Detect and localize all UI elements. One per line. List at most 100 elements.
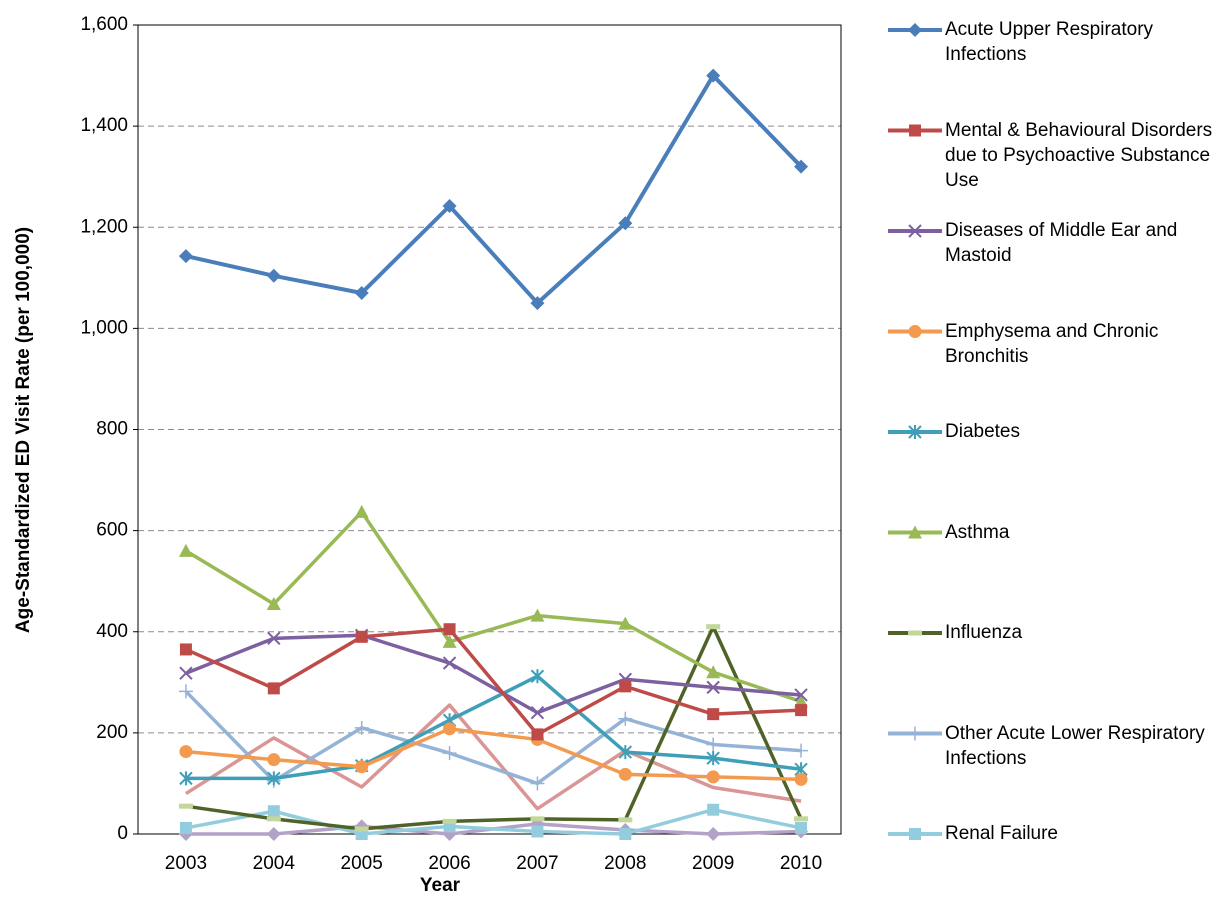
x-tick-label: 2005 [341, 853, 383, 874]
series [178, 68, 809, 311]
series [185, 703, 802, 811]
x-tick-label: 2006 [428, 853, 470, 874]
x-tick-label: 2004 [253, 853, 296, 874]
marker [706, 68, 721, 83]
y-tick-label: 1,400 [80, 115, 128, 136]
marker [706, 737, 721, 752]
series [178, 624, 809, 832]
line [185, 73, 803, 306]
x-tick-label: 2007 [516, 853, 558, 874]
marker [707, 708, 720, 721]
marker [355, 630, 368, 643]
marker [179, 666, 193, 680]
line [185, 807, 802, 836]
line [185, 703, 802, 811]
marker [794, 688, 808, 702]
marker [530, 669, 545, 684]
marker [530, 296, 545, 311]
marker [179, 745, 193, 759]
marker [706, 680, 720, 695]
marker [267, 631, 281, 646]
marker [266, 596, 281, 610]
line [185, 624, 803, 831]
marker [354, 504, 369, 518]
marker [618, 711, 633, 726]
x-tick-label: 2008 [604, 853, 646, 874]
marker [442, 199, 457, 214]
marker [908, 23, 922, 37]
marker [530, 608, 545, 622]
series [178, 684, 809, 791]
marker [442, 746, 457, 761]
marker [908, 726, 922, 741]
legend-label: Diseases of Middle Ear and Mastoid [945, 220, 1178, 266]
series [179, 669, 808, 786]
y-tick-label: 0 [117, 823, 128, 844]
series [179, 803, 808, 840]
legend-label: Asthma [945, 521, 1010, 543]
marker [706, 665, 721, 679]
marker [795, 704, 808, 717]
x-tick-label: 2009 [692, 853, 734, 874]
marker [706, 624, 721, 630]
marker [908, 525, 922, 539]
marker [443, 623, 456, 636]
legend-label: Other Acute Lower Respiratory Infections [945, 722, 1205, 769]
marker [706, 827, 721, 841]
y-tick-label: 600 [96, 520, 128, 541]
marker [794, 743, 809, 758]
marker [442, 634, 457, 648]
marker [267, 805, 280, 818]
marker [619, 680, 632, 693]
legend-label: Renal Failure [945, 823, 1058, 844]
series [178, 504, 809, 708]
series [179, 628, 808, 720]
y-tick-label: 400 [96, 621, 128, 642]
marker [531, 728, 544, 741]
marker [618, 767, 632, 781]
legend-label: Diabetes [945, 421, 1020, 442]
marker [179, 771, 193, 786]
marker [619, 828, 632, 840]
line [185, 627, 802, 737]
line [185, 510, 802, 704]
marker [354, 826, 369, 832]
legend-label: Mental & Behavioural Disorders due to Ps… [945, 119, 1213, 191]
marker [530, 816, 545, 822]
marker [706, 751, 720, 766]
marker [266, 827, 281, 841]
marker [706, 770, 720, 784]
marker [794, 816, 809, 822]
marker [178, 803, 193, 809]
marker [354, 285, 369, 300]
marker [618, 745, 633, 760]
marker [178, 543, 193, 557]
marker [267, 771, 281, 786]
marker [267, 682, 280, 695]
marker [794, 159, 809, 174]
y-tick-label: 800 [96, 419, 128, 440]
marker [354, 720, 369, 735]
marker [908, 425, 922, 439]
marker [908, 325, 922, 338]
marker [179, 821, 192, 834]
marker [178, 684, 193, 699]
legend-label: Acute Upper Respiratory Infections [945, 19, 1154, 65]
marker [442, 818, 457, 824]
marker [618, 817, 633, 823]
marker [794, 772, 808, 786]
x-tick-label: 2010 [780, 853, 822, 874]
x-axis-label: Year [420, 875, 461, 896]
marker [266, 268, 281, 283]
marker [355, 760, 369, 774]
marker [908, 630, 922, 636]
marker [795, 821, 808, 834]
y-tick-label: 1,200 [80, 216, 128, 237]
line [185, 633, 802, 715]
marker [179, 643, 192, 656]
marker [707, 803, 720, 816]
marker [531, 825, 544, 838]
marker [266, 816, 281, 822]
